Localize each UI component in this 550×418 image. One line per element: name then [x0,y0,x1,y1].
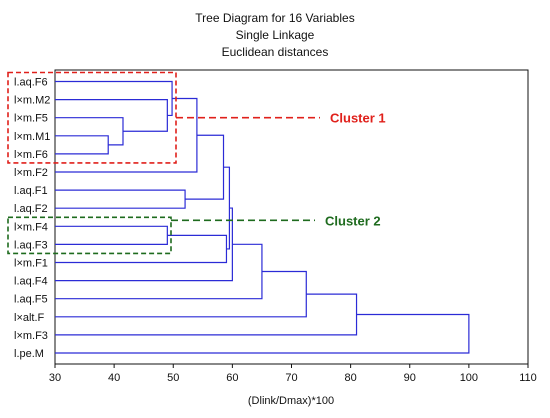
x-tick-label: 30 [49,372,61,384]
x-axis: 30 40 50 60 70 80 90 100 110 [49,364,537,384]
leaf-label: l×alt.F [14,312,45,324]
x-tick-label: 110 [519,372,537,384]
leaf-label: l.pe.M [14,348,44,360]
dendrogram-link [55,234,228,264]
leaf-label: l.aq.F6 [14,77,48,89]
cluster-label: Cluster 1 [330,111,386,126]
leaf-label: l.aq.F4 [14,276,48,288]
leaf-label: l×m.F6 [14,149,48,161]
dendrogram-link [55,99,168,132]
leaf-label: l×m.F2 [14,167,48,179]
dendrogram-link [55,80,173,117]
leaf-label: l.aq.F3 [14,239,48,251]
dendrogram-link [55,189,186,209]
leaf-label: l.aq.F5 [14,294,48,306]
dendrogram-link [55,293,358,336]
cluster-label: Cluster 2 [325,213,381,228]
title-line-1: Tree Diagram for 16 Variables [195,11,354,25]
dendrogram-links [55,80,470,354]
leaf-label: l.aq.F2 [14,203,48,215]
dendrogram-link [55,243,263,300]
x-tick-label: 60 [226,372,238,384]
x-tick-label: 50 [167,372,179,384]
title-line-3: Euclidean distances [222,45,329,59]
dendrogram-link [55,225,168,245]
x-tick-label: 80 [345,372,357,384]
leaf-label: l.aq.F1 [14,185,48,197]
leaf-labels: l.aq.F6 l×m.M2 l×m.F5 l×m.M1 l×m.F6 l×m.F2 l.a… [14,77,50,361]
cluster-box [7,71,177,164]
x-tick-label: 70 [285,372,297,384]
leaf-label: l×m.M1 [14,131,50,143]
cluster-box [7,216,172,255]
leaf-label: l×m.F3 [14,330,48,342]
dendrogram-link [55,135,109,155]
dendrogram-link [185,134,225,200]
leaf-label: l×m.F4 [14,221,48,233]
dendrogram-link [55,270,307,318]
dendrogram-link [55,313,470,354]
plot-frame [54,69,529,365]
dendrogram-link [55,117,124,146]
chart-title: Tree Diagram for 16 Variables Single Lin… [195,11,354,59]
x-tick-label: 40 [108,372,120,384]
leaf-label: l×m.F5 [14,113,48,125]
x-axis-label: (Dlink/Dmax)*100 [248,395,334,407]
x-tick-label: 90 [404,372,416,384]
x-tick-label: 100 [460,372,478,384]
leaf-label: l×m.F1 [14,258,48,270]
title-line-2: Single Linkage [236,28,315,42]
leaf-label: l×m.M2 [14,95,50,107]
cluster-annotations: Cluster 1 Cluster 2 [7,71,386,255]
